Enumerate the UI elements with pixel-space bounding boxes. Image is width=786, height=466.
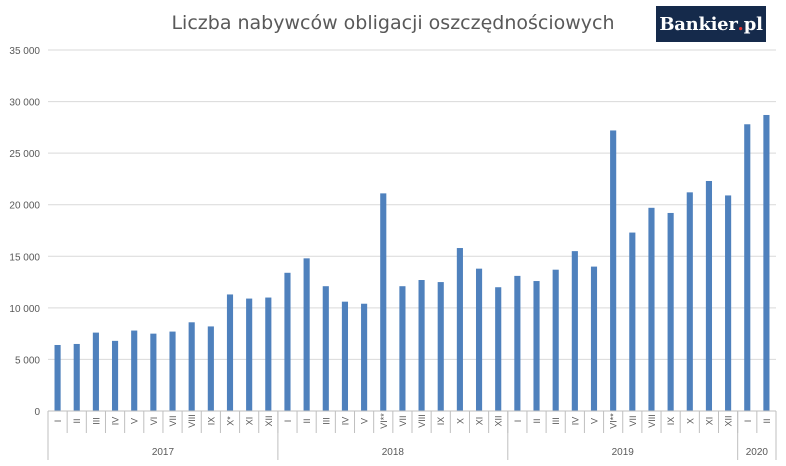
- x-tick-label: VIII: [647, 414, 657, 428]
- x-tick-label: VII: [628, 415, 638, 426]
- bar: [552, 269, 559, 411]
- bar: [648, 207, 655, 411]
- bar: [150, 333, 157, 411]
- x-tick-label: XI: [475, 417, 485, 426]
- x-tick-label: V: [130, 418, 140, 424]
- x-tick-label: VII: [398, 415, 408, 426]
- x-tick-label: XI: [704, 417, 714, 426]
- x-tick-label: XII: [264, 415, 274, 426]
- bar: [92, 332, 99, 411]
- y-tick-label: 30 000: [9, 98, 40, 109]
- bar: [322, 286, 329, 411]
- x-tick-label: IX: [436, 417, 446, 426]
- bar: [399, 286, 406, 411]
- x-tick-label: II: [72, 418, 82, 423]
- bar: [246, 298, 253, 411]
- x-tick-label: XII: [494, 415, 504, 426]
- bar: [590, 266, 598, 411]
- x-tick-label: III: [321, 417, 331, 425]
- x-tick-label: I: [53, 420, 63, 423]
- bar: [437, 282, 444, 411]
- bar: [725, 195, 732, 411]
- x-tick-label: VI: [149, 417, 159, 426]
- x-tick-label: IX: [666, 417, 676, 426]
- x-tick-label: II: [532, 418, 542, 423]
- bar: [705, 180, 713, 411]
- bar: [73, 343, 80, 411]
- x-tick-label: X*: [226, 416, 236, 426]
- bar: [188, 322, 195, 411]
- x-tick-label: III: [91, 417, 101, 425]
- logo-dot: .: [737, 13, 744, 35]
- bar: [207, 326, 214, 411]
- y-tick-label: 20 000: [9, 201, 40, 212]
- bar: [380, 193, 387, 411]
- x-tick-label: I: [513, 420, 523, 423]
- x-tick-label: I: [283, 420, 293, 423]
- logo-text: Bankier: [659, 13, 738, 35]
- bar: [341, 301, 349, 411]
- x-tick-label: I: [743, 420, 753, 423]
- y-tick-label: 10 000: [9, 304, 40, 315]
- x-tick-label: V: [590, 418, 600, 424]
- bar: [533, 281, 540, 411]
- x-tick-label: X: [455, 418, 465, 424]
- x-tick-label: VI**: [379, 413, 389, 429]
- y-tick-label: 25 000: [9, 149, 40, 160]
- bar: [610, 130, 617, 412]
- bar: [131, 330, 138, 411]
- year-group-label: 2018: [382, 447, 405, 458]
- bar: [686, 192, 693, 411]
- year-group-label: 2019: [612, 447, 635, 458]
- x-tick-label: VIII: [187, 414, 197, 428]
- x-tick-label: VI**: [609, 413, 619, 429]
- y-tick-label: 5 000: [15, 355, 40, 366]
- bar: [456, 248, 463, 411]
- x-tick-label: IV: [570, 417, 580, 426]
- bar: [265, 297, 272, 411]
- year-group-label: 2020: [746, 447, 769, 458]
- bar: [763, 114, 770, 411]
- bar: [475, 268, 483, 411]
- y-tick-label: 0: [34, 407, 40, 418]
- x-tick-label: V: [360, 418, 370, 424]
- year-group-label: 2017: [152, 447, 175, 458]
- y-tick-label: 35 000: [9, 46, 40, 57]
- x-tick-label: XI: [245, 417, 255, 426]
- bar: [303, 258, 310, 411]
- bar: [111, 340, 119, 411]
- x-tick-label: IX: [206, 417, 216, 426]
- x-tick-label: III: [551, 417, 561, 425]
- bankier-logo: Bankier. pl: [656, 6, 766, 42]
- x-tick-label: VII: [168, 415, 178, 426]
- x-tick-label: IV: [340, 417, 350, 426]
- x-tick-label: II: [302, 418, 312, 423]
- bar: [495, 287, 502, 411]
- logo-suffix: pl: [743, 13, 763, 35]
- bar: [54, 344, 61, 411]
- bar: [418, 280, 425, 411]
- bar: [571, 251, 578, 411]
- x-tick-label: XII: [724, 415, 734, 426]
- bar: [169, 331, 176, 411]
- x-tick-label: II: [762, 418, 772, 423]
- bar: [667, 212, 674, 411]
- x-tick-label: X: [685, 418, 695, 424]
- chart-title: Liczba nabywców obligacji oszczędnościow…: [171, 12, 615, 34]
- bar: [744, 124, 751, 412]
- bar: [629, 232, 636, 411]
- y-tick-label: 15 000: [9, 252, 40, 263]
- bar: [226, 294, 234, 411]
- bar: [514, 275, 521, 411]
- x-tick-label: VIII: [417, 414, 427, 428]
- x-tick-label: IV: [111, 417, 121, 426]
- bar: [284, 272, 291, 411]
- bar: [361, 303, 368, 411]
